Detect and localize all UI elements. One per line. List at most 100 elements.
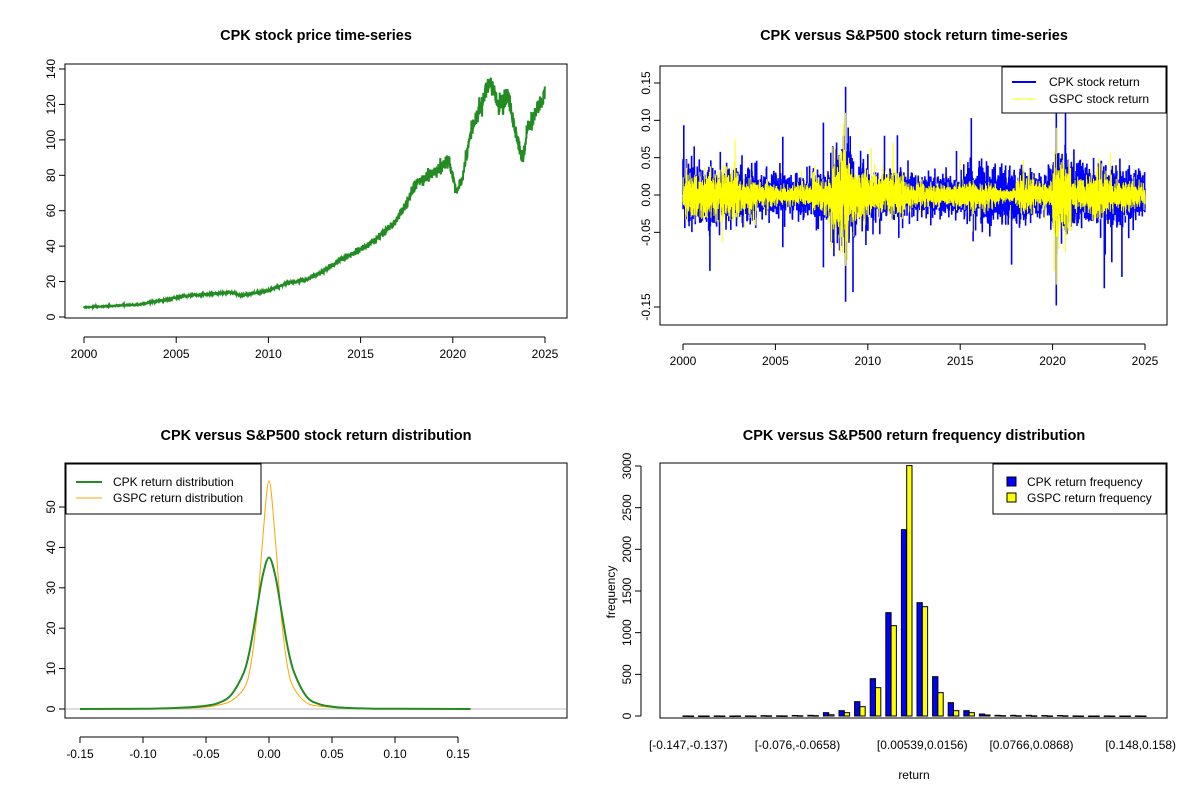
y-tick-label: 0.10 — [639, 108, 653, 132]
y-tick-label: 0 — [44, 313, 58, 320]
legend-box — [992, 463, 1167, 515]
bar-cpk — [854, 701, 861, 717]
y-tick-label: 0.15 — [639, 71, 653, 95]
legend: CPK return distribution GSPC return dist… — [65, 463, 262, 515]
x-tick-label: 2005 — [762, 354, 789, 368]
bar-gspc — [1109, 715, 1116, 717]
bar-cpk — [947, 702, 955, 717]
bar-gspc — [1015, 715, 1022, 717]
x-tick-label: [0.148,0.158) — [1105, 738, 1176, 752]
x-tick-label: 2025 — [1132, 354, 1159, 368]
bar-gspc — [1062, 715, 1069, 717]
y-tick-label: 3000 — [620, 452, 634, 479]
y-tick-label: 80 — [44, 168, 58, 182]
bar-gspc — [1046, 715, 1053, 717]
bar-cpk — [869, 678, 877, 717]
x-tick-label: 2015 — [347, 347, 374, 361]
bar-cpk — [807, 714, 814, 717]
x-tick-label: -0.05 — [192, 747, 220, 761]
y-tick-label: 20 — [44, 275, 58, 289]
bar-gspc — [953, 710, 960, 717]
bar-cpk — [838, 710, 845, 717]
bar-cpk — [760, 715, 767, 717]
x-tick-label: 0.05 — [320, 747, 344, 761]
x-tick-label: 2000 — [670, 354, 697, 368]
x-tick-label: [-0.147,-0.137) — [649, 738, 728, 752]
chart-title: CPK versus S&P500 stock return distribut… — [160, 428, 471, 444]
y-tick-label: 40 — [44, 540, 58, 554]
bar-cpk — [1010, 714, 1017, 717]
price-line-cpk — [83, 77, 546, 311]
x-axis-label: return — [898, 768, 929, 782]
y-tick-label: 1000 — [620, 619, 634, 646]
y-tick-label: 40 — [44, 239, 58, 253]
bar-cpk — [713, 715, 721, 717]
y-tick-label: 10 — [44, 662, 58, 676]
bar-cpk — [1025, 714, 1032, 717]
x-tick-label: [0.0766,0.0868) — [989, 738, 1073, 752]
legend-swatch-cpk — [1006, 476, 1017, 487]
y-tick-label: 30 — [44, 581, 58, 595]
panel-density: CPK versus S&P500 stock return distribut… — [44, 428, 568, 761]
y-tick-label: 2500 — [620, 494, 634, 521]
x-tick-label: 2020 — [439, 347, 466, 361]
bar-cpk — [963, 710, 970, 717]
bar-gspc — [734, 715, 741, 717]
bar-gspc — [812, 715, 819, 717]
x-tick-label: 0.00 — [257, 747, 281, 761]
chart-title: CPK versus S&P500 stock return time-seri… — [760, 28, 1068, 44]
bar-gspc — [1124, 715, 1131, 717]
plot-frame — [659, 462, 1168, 719]
legend-box — [65, 463, 262, 515]
bar-gspc — [703, 715, 710, 717]
x-tick-label: 2025 — [532, 347, 559, 361]
y-tick-label: 0.05 — [639, 146, 653, 170]
bar-gspc — [719, 715, 726, 717]
bar-cpk — [885, 612, 892, 717]
x-tick-label: 2010 — [255, 347, 282, 361]
bar-cpk — [682, 715, 689, 717]
bar-cpk — [1119, 715, 1126, 717]
y-tick-label: 1500 — [620, 577, 634, 604]
bar-cpk — [744, 715, 752, 717]
bar-cpk — [1072, 715, 1079, 717]
y-tick-label: 50 — [44, 500, 58, 514]
x-tick-label: 0.10 — [383, 747, 407, 761]
legend-label: GSPC return distribution — [113, 491, 243, 505]
legend: CPK stock return GSPC stock return — [1001, 66, 1167, 114]
plot-area: 0 500 1000 1500 2000 2500 3000 [-0.147,-0.137) [… — [620, 452, 1176, 752]
bar-cpk — [698, 715, 705, 717]
bar-cpk — [978, 713, 986, 717]
bar-cpk — [1088, 715, 1095, 717]
bar-cpk — [822, 712, 830, 717]
y-tick-label: 500 — [620, 664, 634, 684]
bar-gspc — [921, 606, 929, 717]
density-line-cpk — [79, 556, 471, 710]
bar-gspc — [765, 715, 773, 717]
plot-frame — [64, 63, 568, 319]
plot-area: 2000 2005 2010 2015 2020 2025 0 20 40 60 80 100 120 1… — [44, 59, 559, 361]
legend-label: CPK return distribution — [113, 475, 234, 489]
x-tick-label: 2010 — [854, 354, 881, 368]
return-series-gspc — [682, 112, 1146, 285]
bar-gspc — [906, 465, 913, 717]
bar-cpk — [729, 715, 736, 717]
x-tick-label: -0.15 — [66, 747, 94, 761]
bar-gspc — [968, 712, 975, 717]
bar-gspc — [875, 687, 882, 717]
bar-gspc — [1077, 715, 1085, 717]
x-tick-label: 2005 — [163, 347, 190, 361]
legend-box — [1001, 66, 1167, 114]
x-tick-label: 2000 — [71, 347, 98, 361]
density-line-gspc — [79, 480, 471, 710]
bar-gspc — [937, 692, 944, 717]
legend-label: GSPC return frequency — [1027, 491, 1152, 505]
x-tick-label: -0.10 — [129, 747, 157, 761]
bar-gspc — [984, 714, 991, 717]
y-tick-label: 0 — [620, 712, 634, 719]
y-axis-label: frequency — [604, 566, 618, 619]
bar-gspc — [1031, 715, 1038, 717]
bar-gspc — [828, 714, 835, 717]
bar-gspc — [687, 715, 695, 717]
